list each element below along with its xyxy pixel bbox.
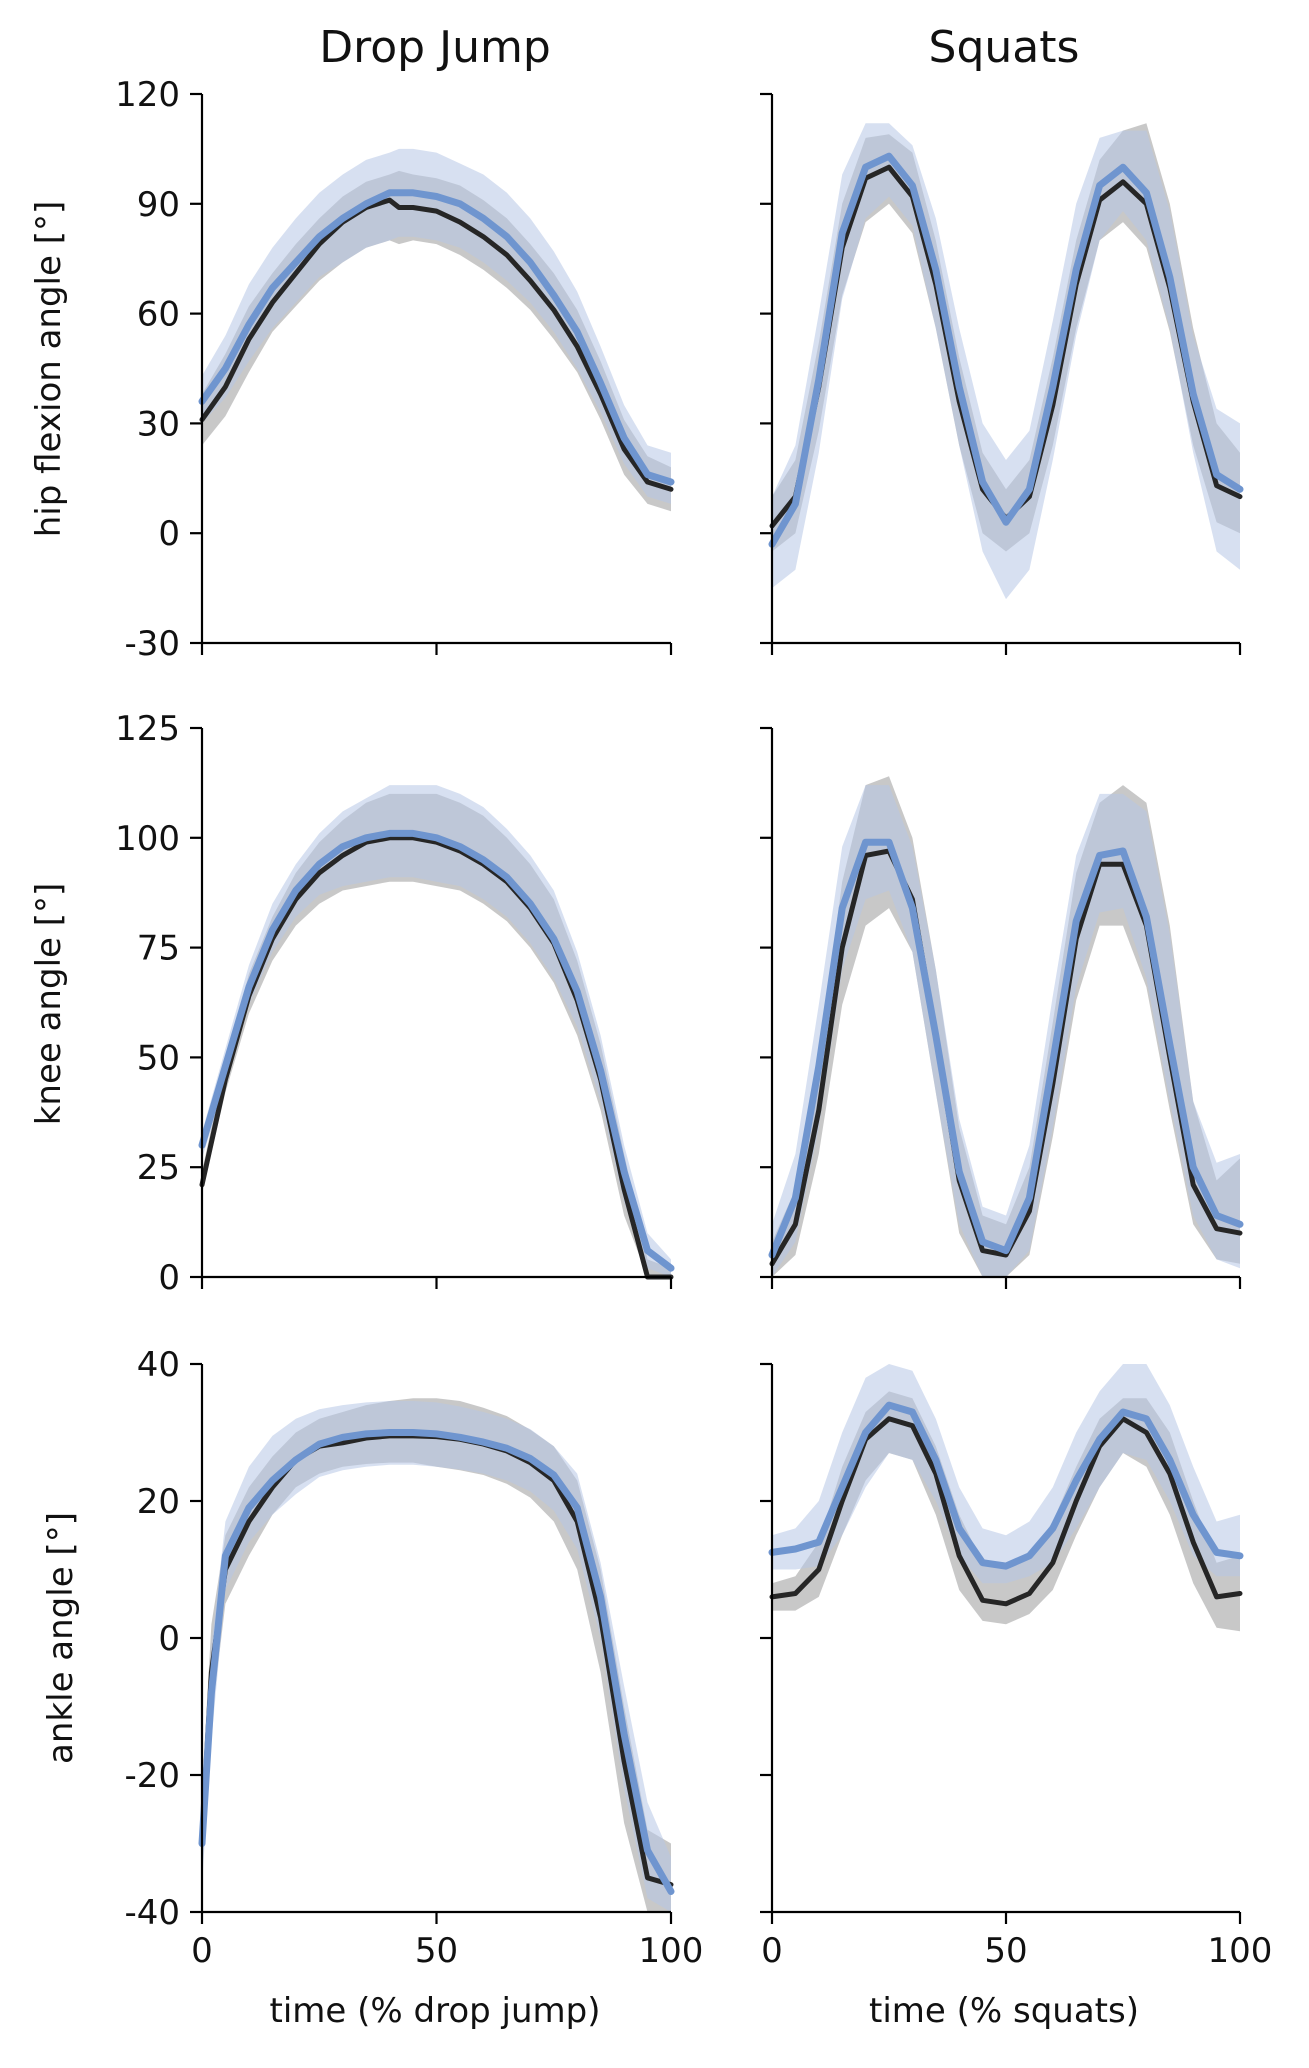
x-tick-label: 100 — [639, 1931, 704, 1971]
panels: -30 0 30 60 90 120 0 25 50 75 100 125 -40 -20 0 20 40 0 50… — [115, 75, 1272, 1971]
blue-line-hip-dropjump — [198, 189, 675, 486]
y-tick-label: 30 — [137, 404, 180, 444]
xlabel-drop-jump: time (% drop jump) — [270, 1991, 601, 2031]
y-tick-label: 75 — [137, 929, 180, 969]
panel-hip-dropjump: -30 0 30 60 90 120 — [115, 75, 675, 664]
x-tick-label: 50 — [415, 1931, 458, 1971]
y-tick-label: 100 — [115, 819, 180, 859]
blue-line-knee-squats — [768, 838, 1244, 1259]
y-tick-label: 50 — [137, 1038, 180, 1078]
y-tick-label: 20 — [137, 1482, 180, 1522]
y-tick-label: 90 — [137, 185, 180, 225]
column-title-squats: Squats — [929, 22, 1080, 73]
blue-band-hip-dropjump — [202, 148, 671, 504]
y-tick-label: 0 — [158, 1258, 180, 1298]
blue-band-hip-squats — [772, 123, 1240, 600]
xlabel-squats: time (% squats) — [869, 1991, 1139, 2031]
y-tick-label: 25 — [137, 1148, 180, 1188]
blue-line-ankle-squats — [768, 1401, 1244, 1570]
y-tick-label: -30 — [124, 624, 180, 664]
panel-knee-dropjump: 0 25 50 75 100 125 — [115, 709, 675, 1298]
x-tick-label: 0 — [191, 1931, 213, 1971]
y-tick-label: 0 — [158, 514, 180, 554]
y-tick-label: -20 — [124, 1756, 180, 1796]
column-title-drop-jump: Drop Jump — [319, 22, 551, 73]
y-tick-label: 125 — [115, 709, 180, 749]
y-tick-label: 60 — [137, 295, 180, 335]
blue-band-knee-dropjump — [202, 785, 671, 1277]
y-tick-label: -40 — [124, 1893, 180, 1933]
panel-ankle-squats: 0 50 100 — [760, 1362, 1273, 1971]
blue-line-hip-squats — [768, 152, 1244, 548]
blue-band-knee-squats — [772, 785, 1240, 1277]
black-line-hip-dropjump — [199, 197, 674, 492]
x-tick-label: 50 — [984, 1931, 1027, 1971]
black-line-ankle-squats — [769, 1416, 1243, 1607]
x-tick-label: 0 — [761, 1931, 783, 1971]
blue-line-ankle-dropjump — [198, 1429, 675, 1895]
ylabel-hip: hip flexion angle [°] — [29, 201, 69, 538]
ylabel-knee: knee angle [°] — [29, 883, 69, 1126]
panel-hip-squats — [760, 92, 1244, 655]
panel-ankle-dropjump: -40 -20 0 20 40 0 50 100 — [124, 1345, 703, 1971]
ylabel-ankle: ankle angle [°] — [41, 1512, 81, 1764]
panel-knee-squats — [760, 726, 1244, 1289]
y-tick-label: 120 — [115, 75, 180, 115]
y-tick-label: 0 — [158, 1619, 180, 1659]
blue-line-knee-dropjump — [198, 829, 675, 1272]
x-tick-label: 100 — [1208, 1931, 1273, 1971]
y-tick-label: 40 — [137, 1345, 180, 1385]
